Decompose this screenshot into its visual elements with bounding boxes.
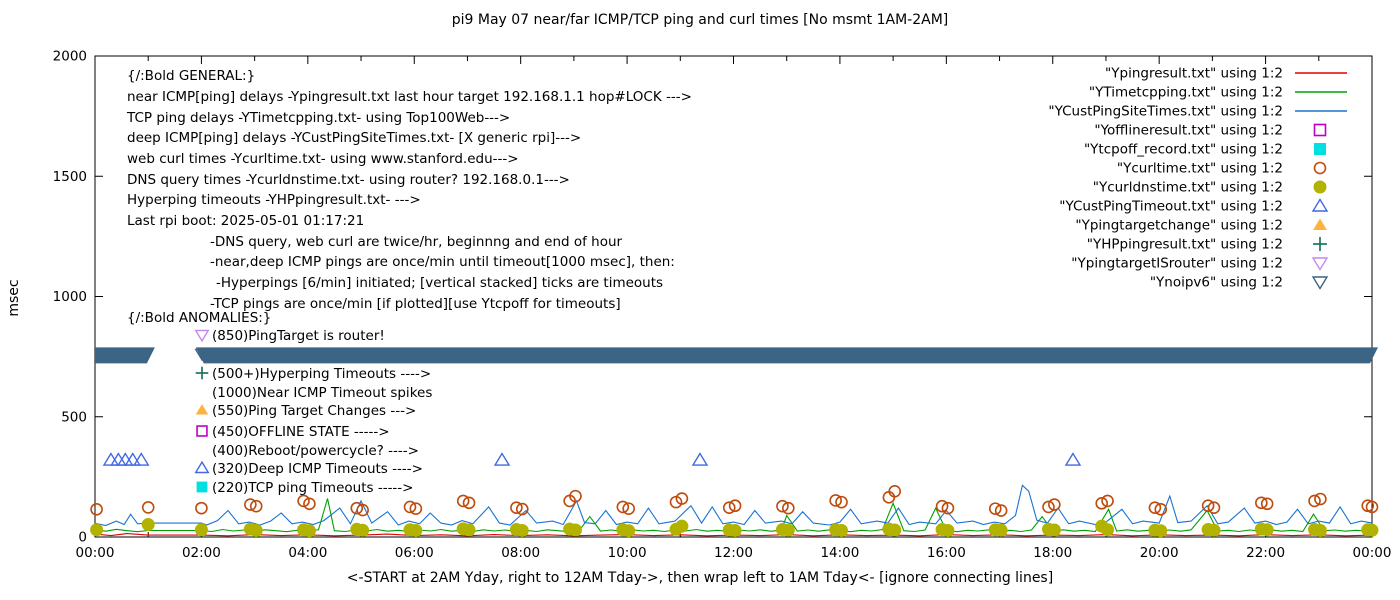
annotation-text: (500+)Hyperping Timeouts ----> — [212, 366, 431, 382]
annotation-text: (220)TCP ping Timeouts -----> — [212, 480, 414, 496]
annotations-anomalies: {/:Bold ANOMALIES:} (850)PingTarget is ro… — [127, 310, 432, 496]
legend-label: "Ynoipv6" using 1:2 — [1150, 275, 1283, 291]
annotation-text: {/:Bold ANOMALIES:} — [127, 310, 271, 326]
legend-entry: "Ypingresult.txt" using 1:2 — [1105, 66, 1347, 82]
annotation-text: (450)OFFLINE STATE -----> — [212, 424, 390, 440]
x-tick-label: 00:00 — [76, 545, 115, 561]
y-tick-label: 1000 — [53, 289, 87, 305]
legend-label: "YCustPingSiteTimes.txt" using 1:2 — [1048, 104, 1283, 120]
y-tick-label: 0 — [78, 530, 87, 546]
legend-entry: "YHPpingresult.txt" using 1:2 — [1087, 237, 1327, 253]
legend-entry: "Ynoipv6" using 1:2 — [1150, 275, 1329, 291]
annotation-text: Last rpi boot: 2025-05-01 01:17:21 — [127, 213, 364, 229]
annotation-text: (400)Reboot/powercycle? ----> — [212, 443, 419, 459]
annotation-text: (320)Deep ICMP Timeouts ----> — [212, 461, 423, 477]
series-Ycurldnstime.txt — [90, 517, 1379, 538]
legend-label: "Yofflineresult.txt" using 1:2 — [1094, 123, 1283, 139]
y-tick-label: 500 — [61, 409, 87, 425]
legend-label: "YCustPingTimeout.txt" using 1:2 — [1059, 199, 1283, 215]
annotation-text: {/:Bold GENERAL:} — [127, 68, 255, 84]
x-axis-label: <-START at 2AM Yday, right to 12AM Tday-… — [346, 570, 1054, 586]
axes: 00:00 02:00 04:00 06:00 08:00 10:00 12:00 14:00… — [53, 49, 1392, 562]
series-YCustPingTimeout.txt — [102, 452, 1082, 466]
legend-entry: "YTimetcpping.txt" using 1:2 — [1089, 85, 1347, 101]
legend-entry: "Ycurltime.txt" using 1:2 — [1117, 161, 1327, 177]
x-tick-label: 16:00 — [927, 545, 966, 561]
x-tick-label: 12:00 — [714, 545, 753, 561]
legend-label: "YHPpingresult.txt" using 1:2 — [1087, 237, 1283, 253]
x-tick-label: 14:00 — [820, 545, 859, 561]
legend-label: "Ycurltime.txt" using 1:2 — [1117, 161, 1283, 177]
annotation-text: (850)PingTarget is router! — [212, 328, 385, 344]
legend-entry: "Yofflineresult.txt" using 1:2 — [1094, 123, 1327, 139]
annotation-text: near ICMP[ping] delays -Ypingresult.txt … — [127, 89, 692, 105]
legend-entry: "Ypingtargetchange" using 1:2 — [1075, 218, 1327, 234]
x-tick-label: 18:00 — [1033, 545, 1072, 561]
annotation-text: TCP ping delays -YTimetcpping.txt- using… — [126, 110, 510, 126]
legend-label: "Ypingresult.txt" using 1:2 — [1105, 66, 1283, 82]
x-tick-label: 02:00 — [182, 545, 221, 561]
legend-entry: "YpingtargetISrouter" using 1:2 — [1071, 256, 1329, 272]
x-tick-label: 22:00 — [1246, 545, 1285, 561]
legend-label: "YTimetcpping.txt" using 1:2 — [1089, 85, 1283, 101]
annotation-text: web curl times -Ycurltime.txt- using www… — [127, 151, 519, 167]
annotation-text: -DNS query, web curl are twice/hr, begin… — [210, 234, 623, 250]
annotation-text: (550)Ping Target Changes ---> — [212, 403, 416, 419]
annotation-text: -near,deep ICMP pings are once/min until… — [210, 254, 675, 270]
y-tick-label: 2000 — [53, 49, 87, 65]
legend-label: "Ycurldnstime.txt" using 1:2 — [1093, 180, 1283, 196]
x-tick-label: 06:00 — [395, 545, 434, 561]
legend-label: "Ytcpoff_record.txt" using 1:2 — [1084, 142, 1283, 158]
x-tick-label: 08:00 — [501, 545, 540, 561]
noipv6-band — [95, 347, 1378, 364]
x-tick-label: 00:00 — [1353, 545, 1392, 561]
annotation-text: -Hyperpings [6/min] initiated; [vertical… — [216, 275, 663, 291]
x-tick-label: 10:00 — [608, 545, 647, 561]
annotation-text: (1000)Near ICMP Timeout spikes — [212, 385, 432, 401]
annotation-text: Hyperping timeouts -YHPpingresult.txt- -… — [127, 192, 421, 208]
legend-entry: "Ytcpoff_record.txt" using 1:2 — [1084, 142, 1326, 158]
legend-entry: "YCustPingSiteTimes.txt" using 1:2 — [1048, 104, 1347, 120]
y-tick-label: 1500 — [53, 169, 87, 185]
legend: "Ypingresult.txt" using 1:2 "YTimetcpping… — [1048, 66, 1347, 291]
x-tick-label: 20:00 — [1140, 545, 1179, 561]
x-tick-label: 04:00 — [288, 545, 327, 561]
chart-title: pi9 May 07 near/far ICMP/TCP ping and cu… — [451, 12, 949, 28]
annotation-text: deep ICMP[ping] delays -YCustPingSiteTim… — [127, 130, 581, 146]
annotation-text: DNS query times -Ycurldnstime.txt- using… — [127, 172, 570, 188]
legend-entry: "YCustPingTimeout.txt" using 1:2 — [1059, 198, 1329, 215]
series-YCustPingSiteTimes.txt — [94, 484, 1373, 527]
annotations-general: {/:Bold GENERAL:} near ICMP[ping] delays … — [126, 68, 692, 312]
legend-label: "YpingtargetISrouter" using 1:2 — [1071, 256, 1283, 272]
series-Ycurltime.txt — [90, 485, 1379, 517]
legend-entry: "Ycurldnstime.txt" using 1:2 — [1093, 180, 1327, 196]
annotation-text: -TCP pings are once/min [if plotted][use… — [210, 296, 621, 312]
legend-label: "Ypingtargetchange" using 1:2 — [1075, 218, 1283, 234]
